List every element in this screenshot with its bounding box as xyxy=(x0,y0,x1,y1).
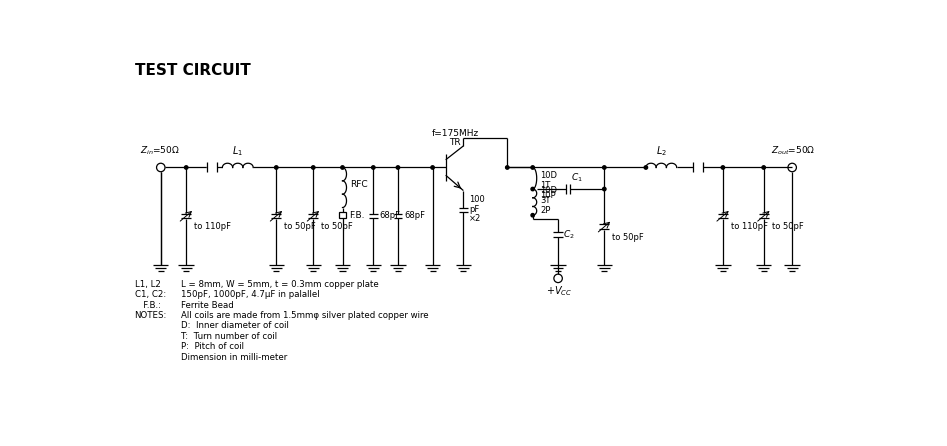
Circle shape xyxy=(341,166,344,169)
Text: 10D
1T
10P: 10D 1T 10P xyxy=(541,170,558,200)
Circle shape xyxy=(722,166,724,169)
Text: 10D
3T
2P: 10D 3T 2P xyxy=(541,186,558,215)
Circle shape xyxy=(312,166,315,169)
Text: T:  Turn number of coil: T: Turn number of coil xyxy=(181,332,277,341)
Circle shape xyxy=(185,166,188,169)
Circle shape xyxy=(762,166,765,169)
Text: $C_1$: $C_1$ xyxy=(571,171,583,184)
Text: All coils are made from 1.5mmφ silver plated copper wire: All coils are made from 1.5mmφ silver pl… xyxy=(181,311,428,320)
Text: C1, C2:: C1, C2: xyxy=(134,290,166,299)
Text: F.B.: F.B. xyxy=(348,211,365,220)
Text: P:  Pitch of coil: P: Pitch of coil xyxy=(181,342,243,351)
Text: $L_1$: $L_1$ xyxy=(232,145,243,158)
Text: $+V_{CC}$: $+V_{CC}$ xyxy=(546,284,573,297)
Bar xyxy=(339,212,347,218)
Text: $Z_{in}$=50$\Omega$: $Z_{in}$=50$\Omega$ xyxy=(140,145,180,157)
Text: $L_2$: $L_2$ xyxy=(655,145,667,158)
Text: NOTES:: NOTES: xyxy=(134,311,167,320)
Text: to 110pF: to 110pF xyxy=(731,222,768,231)
Text: Dimension in milli-meter: Dimension in milli-meter xyxy=(181,353,287,362)
Text: L1, L2: L1, L2 xyxy=(134,280,160,289)
Circle shape xyxy=(371,166,375,169)
Circle shape xyxy=(531,214,534,217)
Text: 100
pF
×2: 100 pF ×2 xyxy=(469,195,485,223)
Text: 68pF: 68pF xyxy=(380,211,401,220)
Text: to 50pF: to 50pF xyxy=(321,222,353,231)
Text: TR: TR xyxy=(449,138,461,148)
Text: RFC: RFC xyxy=(350,180,367,189)
Circle shape xyxy=(506,166,509,169)
Text: $Z_{out}$=50$\Omega$: $Z_{out}$=50$\Omega$ xyxy=(771,145,815,157)
Text: TEST CIRCUIT: TEST CIRCUIT xyxy=(134,63,250,78)
Text: F.B.:: F.B.: xyxy=(134,301,161,310)
Circle shape xyxy=(396,166,400,169)
Circle shape xyxy=(275,166,278,169)
Circle shape xyxy=(644,166,648,169)
Text: to 50pF: to 50pF xyxy=(284,222,316,231)
Circle shape xyxy=(431,166,435,169)
Circle shape xyxy=(531,166,534,169)
Text: f=175MHz: f=175MHz xyxy=(431,129,478,138)
Text: D:  Inner diameter of coil: D: Inner diameter of coil xyxy=(181,322,289,330)
Text: to 50pF: to 50pF xyxy=(772,222,803,231)
Text: $C_2$: $C_2$ xyxy=(563,228,575,241)
Circle shape xyxy=(602,166,606,169)
Text: to 50pF: to 50pF xyxy=(613,233,644,242)
Text: L = 8mm, W = 5mm, t = 0.3mm copper plate: L = 8mm, W = 5mm, t = 0.3mm copper plate xyxy=(181,280,379,289)
Text: to 110pF: to 110pF xyxy=(194,222,231,231)
Circle shape xyxy=(602,187,606,191)
Text: 68pF: 68pF xyxy=(404,211,425,220)
Text: 150pF, 1000pF, 4.7μF in palallel: 150pF, 1000pF, 4.7μF in palallel xyxy=(181,290,319,299)
Text: Ferrite Bead: Ferrite Bead xyxy=(181,301,234,310)
Circle shape xyxy=(531,187,534,191)
